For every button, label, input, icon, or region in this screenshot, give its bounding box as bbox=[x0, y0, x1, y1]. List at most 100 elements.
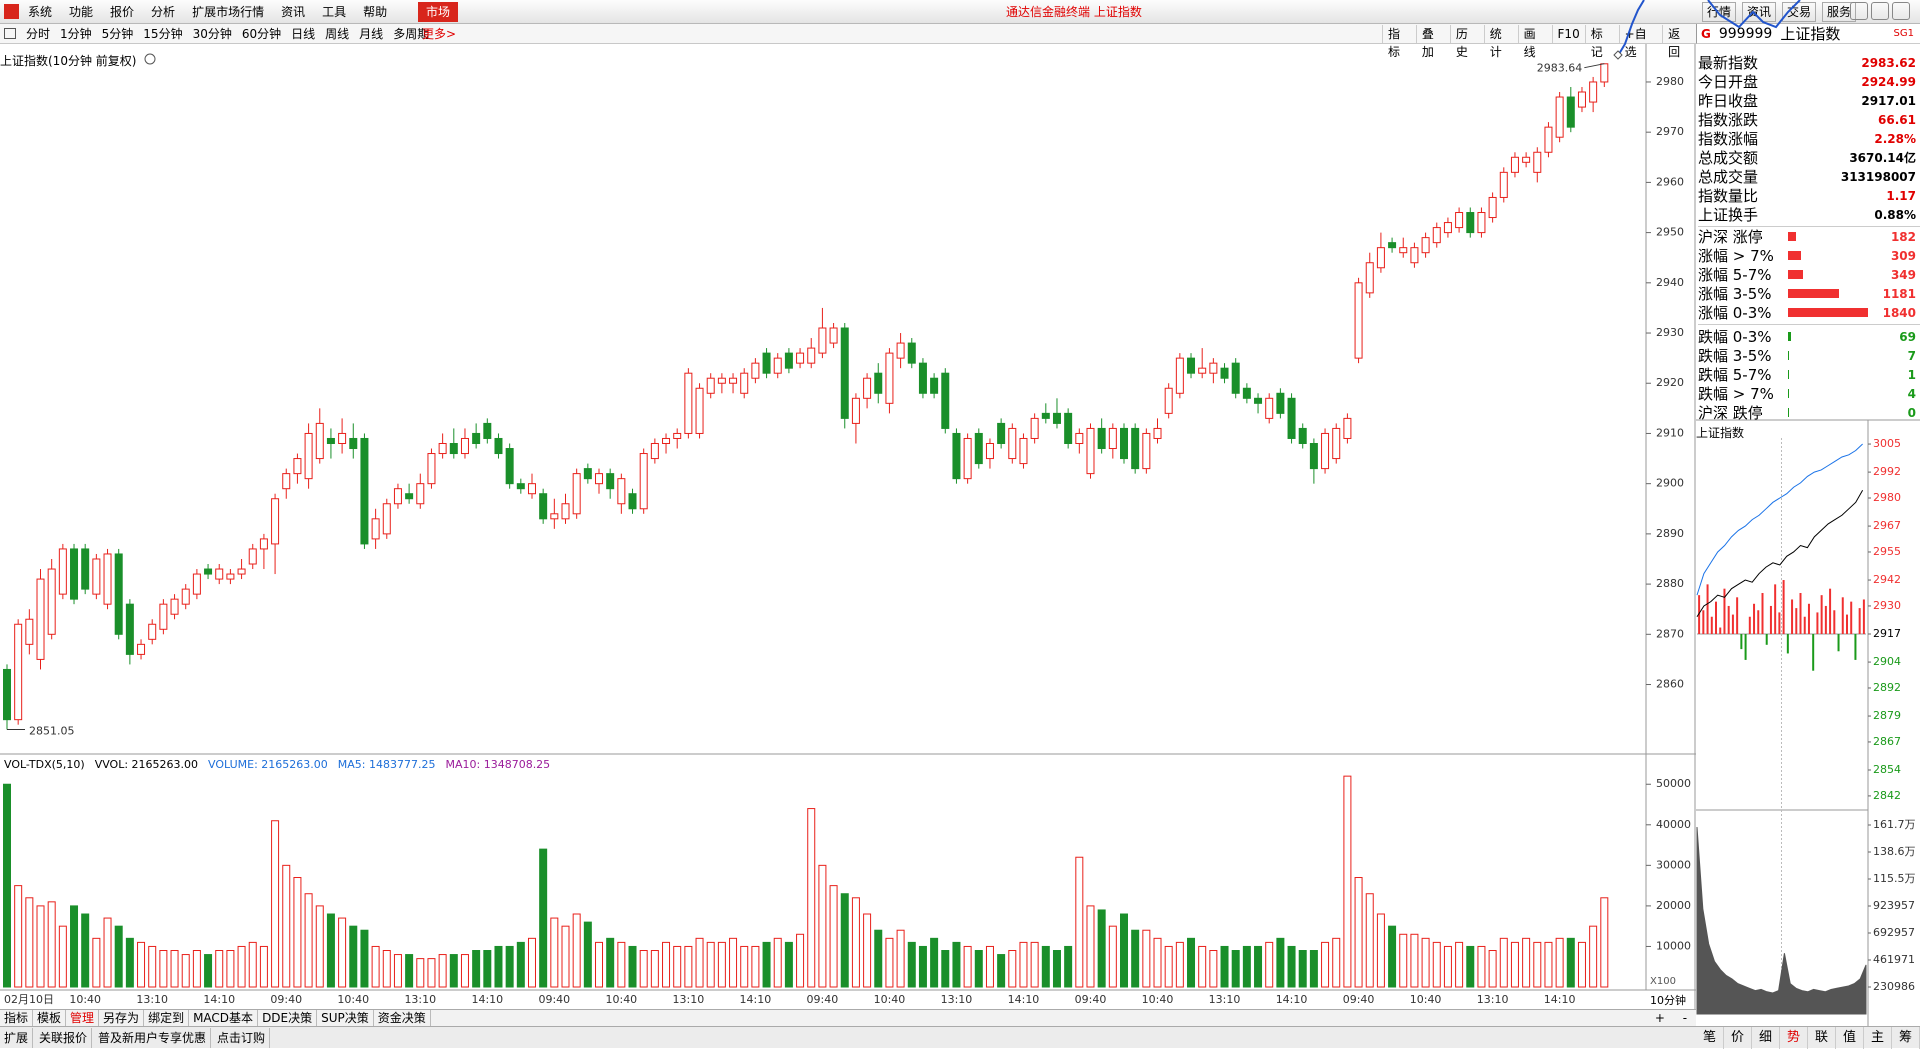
period-tab[interactable]: 分时 bbox=[26, 27, 51, 41]
menu-item[interactable]: 功能 bbox=[69, 5, 94, 19]
indicator-tab[interactable]: 管理 bbox=[66, 1010, 100, 1026]
volume-bar bbox=[639, 950, 648, 988]
volume-area bbox=[1696, 826, 1867, 1015]
indicator-tab[interactable]: DDE决策 bbox=[258, 1010, 318, 1026]
breadth-row: 跌幅 > 7% 4 bbox=[1698, 384, 1920, 403]
window-title: 通达信金融终端 上证指数 bbox=[1006, 5, 1142, 19]
status-item[interactable]: 点击订购 bbox=[213, 1027, 271, 1048]
indicator-tab[interactable]: SUP决策 bbox=[317, 1010, 374, 1026]
volume-bar bbox=[1455, 941, 1464, 988]
candle-body bbox=[326, 437, 335, 444]
candle-body bbox=[639, 453, 648, 510]
y-tick-label: 2917 bbox=[1873, 627, 1901, 640]
candle-body bbox=[137, 643, 146, 655]
status-item[interactable]: 扩展 bbox=[0, 1027, 34, 1048]
indicator-tab[interactable]: MACD基本 bbox=[189, 1010, 259, 1026]
side-tab[interactable]: 笔 bbox=[1696, 1026, 1724, 1049]
volume-bar bbox=[1499, 937, 1508, 988]
side-tab[interactable]: 值 bbox=[1836, 1026, 1864, 1049]
restore[interactable] bbox=[1871, 2, 1889, 20]
menu-right-item[interactable]: 服务 bbox=[1822, 2, 1857, 22]
candle-body bbox=[47, 568, 56, 635]
side-tab[interactable]: 主 bbox=[1864, 1026, 1892, 1049]
zoom-out[interactable]: - bbox=[1682, 1011, 1688, 1025]
quote-label: 指数涨跌 bbox=[1698, 111, 1759, 129]
period-tab[interactable]: 多周期 bbox=[393, 27, 430, 41]
quote-value: 2983.62 bbox=[1861, 55, 1916, 70]
breadth-bar bbox=[1788, 289, 1840, 298]
candle-body bbox=[1108, 427, 1117, 450]
volume-bar bbox=[393, 954, 402, 988]
indicator-tab[interactable]: 模板 bbox=[33, 1010, 67, 1026]
side-tab[interactable]: 筹 bbox=[1892, 1026, 1920, 1049]
menu-right-item[interactable]: 资讯 bbox=[1742, 2, 1777, 22]
tool-button[interactable]: 返回 bbox=[1662, 25, 1696, 59]
menu-item[interactable]: 扩展市场行情 bbox=[192, 5, 265, 19]
candle-body bbox=[796, 352, 805, 364]
menu-item[interactable]: 资讯 bbox=[281, 5, 306, 19]
candle-body bbox=[550, 513, 559, 520]
menu-item[interactable]: 报价 bbox=[110, 5, 135, 19]
side-tab[interactable]: 细 bbox=[1752, 1026, 1780, 1049]
candle-body bbox=[773, 357, 782, 374]
menu-item[interactable]: 分析 bbox=[151, 5, 176, 19]
tool-button[interactable]: 画线 bbox=[1517, 25, 1552, 59]
more-button[interactable]: 更多> bbox=[422, 27, 457, 41]
period-tab[interactable]: 1分钟 bbox=[60, 27, 92, 41]
period-tab[interactable]: 15分钟 bbox=[143, 27, 183, 41]
candle-body bbox=[460, 437, 469, 455]
volume-bar bbox=[1600, 897, 1609, 988]
menu-right-item[interactable]: 交易 bbox=[1782, 2, 1817, 22]
menu-item[interactable]: 工具 bbox=[322, 5, 347, 19]
period-tab[interactable]: 日线 bbox=[291, 27, 316, 41]
status-item[interactable]: 普及新用户专享优惠 bbox=[94, 1027, 212, 1048]
tool-button[interactable]: 叠加 bbox=[1415, 25, 1450, 59]
candle-body bbox=[818, 327, 827, 354]
period-tab[interactable]: 周线 bbox=[325, 27, 350, 41]
quote-row: 总成交额 3670.14亿 bbox=[1698, 148, 1920, 167]
minimize[interactable] bbox=[1850, 2, 1868, 20]
period-tab[interactable]: 60分钟 bbox=[241, 27, 282, 41]
breadth-bar bbox=[1788, 408, 1789, 417]
candle-body bbox=[539, 493, 548, 520]
tool-button[interactable]: 指标 bbox=[1382, 25, 1416, 59]
candle-body bbox=[784, 352, 793, 369]
tool-button[interactable]: +自选 bbox=[1618, 25, 1662, 59]
candle-body bbox=[1466, 212, 1475, 234]
side-tab[interactable]: 价 bbox=[1724, 1026, 1752, 1049]
candle-body bbox=[1455, 212, 1464, 229]
indicator-tab[interactable]: 资金决策 bbox=[374, 1010, 431, 1026]
tool-button[interactable]: 历史 bbox=[1449, 25, 1484, 59]
period-tab[interactable]: 30分钟 bbox=[192, 27, 232, 41]
menu-item[interactable]: 帮助 bbox=[363, 5, 388, 19]
volume-bar bbox=[360, 929, 369, 988]
indicator-tab[interactable]: 绑定到 bbox=[144, 1010, 190, 1026]
tool-button[interactable]: F10 bbox=[1551, 25, 1585, 43]
side-tab[interactable]: 联 bbox=[1808, 1026, 1836, 1049]
close[interactable] bbox=[1892, 2, 1910, 20]
menu-item[interactable]: 系统 bbox=[28, 5, 53, 19]
breadth-label: 涨幅 5-7% bbox=[1698, 266, 1772, 284]
breadth-label: 跌幅 > 7% bbox=[1698, 385, 1774, 403]
side-tab[interactable]: 势 bbox=[1780, 1026, 1808, 1049]
zoom-in[interactable]: + bbox=[1654, 1011, 1665, 1025]
market-button[interactable]: 市场 bbox=[418, 2, 459, 22]
menu-right-item[interactable]: 行情 bbox=[1702, 2, 1737, 22]
indicator-tab[interactable]: 指标 bbox=[0, 1010, 34, 1026]
candle-body bbox=[483, 422, 492, 439]
volume-bar bbox=[796, 933, 805, 988]
period-tab[interactable]: 5分钟 bbox=[101, 27, 134, 41]
volume-bar bbox=[1522, 937, 1531, 988]
low-label: 2851.05 bbox=[29, 724, 75, 737]
indicator-tab[interactable]: 另存为 bbox=[99, 1010, 145, 1026]
y-tick-label: 10000 bbox=[1656, 939, 1691, 952]
status-item[interactable]: 关联报价 bbox=[35, 1027, 93, 1048]
candle-body bbox=[360, 437, 369, 545]
candle-body bbox=[840, 327, 849, 419]
volume-bar bbox=[114, 925, 123, 988]
quote-header: G 999999 上证指数 SG1 bbox=[1696, 24, 1920, 44]
tool-button[interactable]: 标记 bbox=[1584, 25, 1619, 59]
candle-body bbox=[1388, 242, 1397, 249]
period-tab[interactable]: 月线 bbox=[359, 27, 384, 41]
tool-button[interactable]: 统计 bbox=[1483, 25, 1518, 59]
